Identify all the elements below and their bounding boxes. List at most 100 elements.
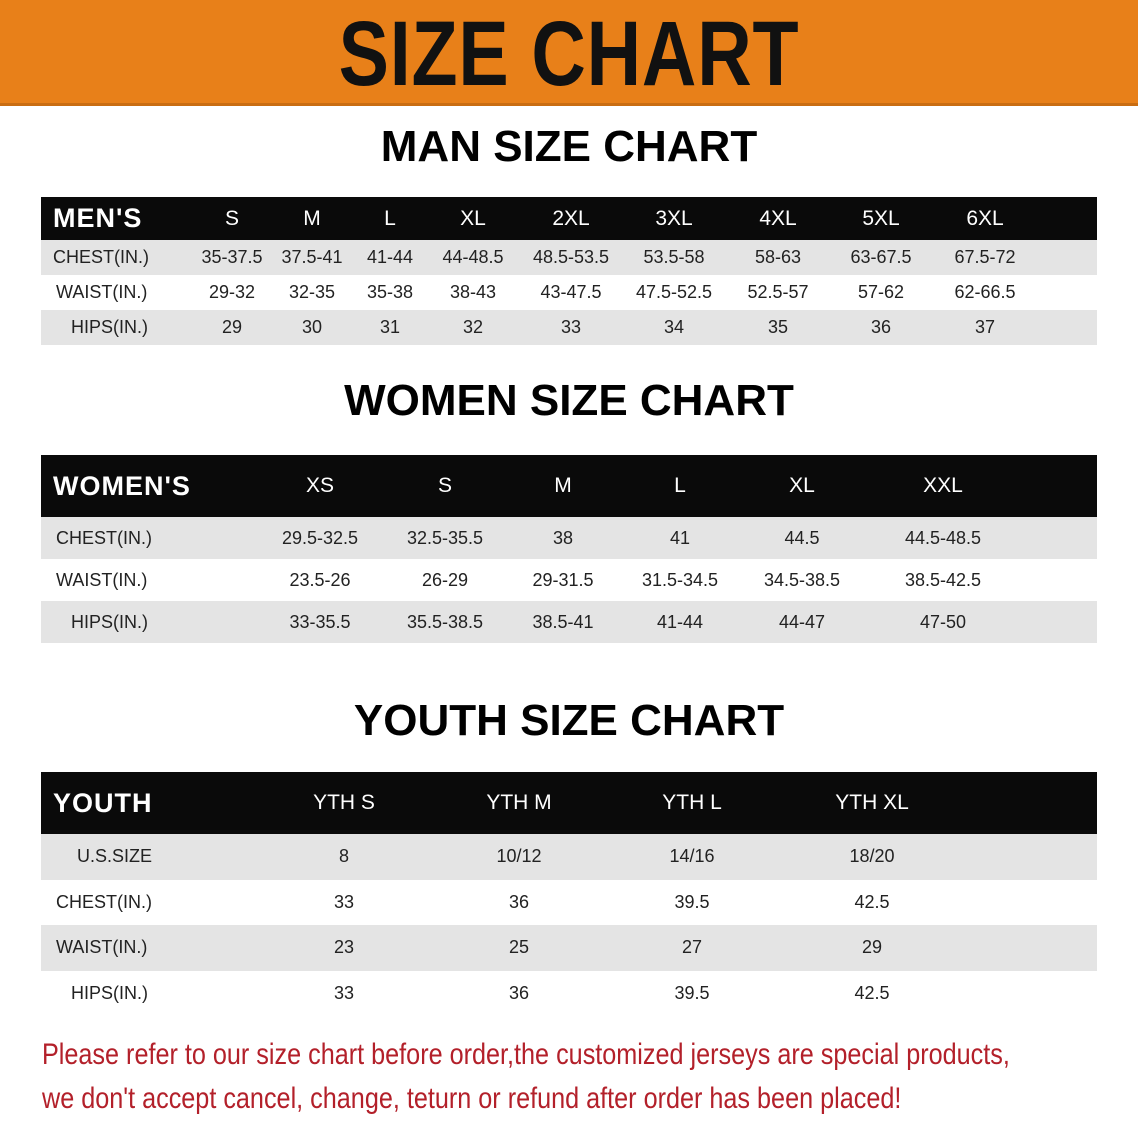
size-header: XXL (923, 474, 963, 497)
table-cell: 25 (508, 937, 530, 958)
size-header: YTH S (313, 791, 375, 814)
table-cell: 31 (379, 317, 401, 337)
table-header-row: MEN'S S M L XL 2XL 3XL 4XL 5XL 6XL (41, 197, 1097, 240)
table-cell: 29.5-32.5 (281, 527, 359, 548)
table-row: HIPS(IN.) 33 36 39.5 42.5 (41, 970, 1097, 1016)
table-cell: 63-67.5 (850, 247, 912, 267)
table-cell: 27 (681, 937, 703, 958)
size-header: 5XL (862, 206, 900, 230)
youth-section-title: YOUTH SIZE CHART (353, 696, 785, 745)
men-size-table: MEN'S S M L XL 2XL 3XL 4XL 5XL 6XL CHEST(IN.) 35-37… (41, 197, 1097, 345)
table-cell: 37 (974, 317, 996, 337)
table-cell: 41-44 (366, 247, 414, 267)
table-cell: 32-35 (288, 282, 336, 302)
table-cell: 32.5-35.5 (406, 527, 484, 548)
table-cell: 32 (462, 317, 484, 337)
table-cell: 47-50 (919, 611, 967, 632)
size-header: 3XL (655, 206, 693, 230)
table-cell: 58-63 (754, 247, 802, 267)
table-cell: 39.5 (674, 891, 710, 912)
table-cell: 38 (552, 527, 574, 548)
table-cell: 48.5-53.5 (532, 247, 610, 267)
table-row: HIPS(IN.) 33-35.5 35.5-38.5 38.5-41 41-44 44-… (41, 601, 1097, 643)
size-header: YTH M (486, 791, 552, 814)
row-label: CHEST(IN.) (53, 247, 149, 267)
table-header-label: WOMEN'S (53, 470, 191, 501)
table-cell: 29-32 (208, 282, 256, 302)
table-cell: 18/20 (849, 846, 895, 867)
row-label: CHEST(IN.) (56, 527, 152, 548)
table-row: CHEST(IN.) 33 36 39.5 42.5 (41, 879, 1097, 925)
table-row: WAIST(IN.) 23 25 27 29 (41, 925, 1097, 971)
table-cell: 44.5 (784, 527, 820, 548)
table-cell: 47.5-52.5 (635, 282, 713, 302)
table-cell: 35 (767, 317, 789, 337)
table-cell: 36 (508, 891, 530, 912)
banner-title: SIZE CHART (338, 3, 800, 105)
size-header: S (224, 206, 240, 230)
table-cell: 26-29 (421, 569, 469, 590)
size-header: 4XL (759, 206, 797, 230)
table-cell: 38-43 (449, 282, 497, 302)
row-label: CHEST(IN.) (56, 891, 152, 912)
table-cell: 33 (333, 891, 355, 912)
table-cell: 33 (560, 317, 582, 337)
table-cell: 44-48.5 (442, 247, 504, 267)
size-header: 6XL (966, 206, 1004, 230)
size-header: M (303, 206, 321, 230)
table-cell: 44-47 (778, 611, 826, 632)
table-cell: 33 (333, 982, 355, 1003)
table-cell: 57-62 (857, 282, 905, 302)
table-cell: 35.5-38.5 (406, 611, 484, 632)
notice-line-1: Please refer to our size chart before or… (42, 1038, 1010, 1071)
table-cell: 10/12 (496, 846, 542, 867)
table-row: HIPS(IN.) 29 30 31 32 33 34 35 36 37 (41, 310, 1097, 345)
table-cell: 34.5-38.5 (763, 569, 841, 590)
table-cell: 53.5-58 (643, 247, 705, 267)
women-section-title: WOMEN SIZE CHART (344, 376, 794, 425)
size-header: S (437, 474, 453, 497)
size-chart-banner: SIZE CHART (0, 0, 1138, 106)
table-cell: 35-37.5 (201, 247, 263, 267)
notice-line-2: we don't accept cancel, change, teturn o… (42, 1082, 902, 1115)
table-cell: 67.5-72 (954, 247, 1016, 267)
table-cell: 42.5 (854, 982, 890, 1003)
table-row: WAIST(IN.) 29-32 32-35 35-38 38-43 43-47.5 47.… (41, 275, 1097, 310)
table-header-label: YOUTH (53, 787, 153, 818)
youth-size-table: YOUTH YTH S YTH M YTH L YTH XL U.S.SIZE 8 10/12… (41, 772, 1097, 1016)
table-cell: 62-66.5 (954, 282, 1016, 302)
table-cell: 29-31.5 (532, 569, 594, 590)
table-cell: 37.5-41 (281, 247, 343, 267)
table-cell: 34 (663, 317, 685, 337)
size-header: XS (305, 474, 335, 497)
table-row: U.S.SIZE 8 10/12 14/16 18/20 (41, 834, 1097, 880)
table-header-row: WOMEN'S XS S M L XL XXL (41, 455, 1097, 517)
row-label: HIPS(IN.) (71, 317, 149, 337)
table-row: CHEST(IN.) 29.5-32.5 32.5-35.5 38 41 44.5 44.5… (41, 517, 1097, 559)
table-cell: 44.5-48.5 (904, 527, 982, 548)
table-cell: 8 (338, 846, 350, 867)
row-label: WAIST(IN.) (56, 937, 148, 958)
table-row: CHEST(IN.) 35-37.5 37.5-41 41-44 44-48.5 48.5… (41, 240, 1097, 275)
men-section-title: MAN SIZE CHART (380, 122, 758, 171)
size-header: L (674, 474, 686, 497)
row-label: HIPS(IN.) (71, 982, 149, 1003)
table-cell: 35-38 (366, 282, 414, 302)
table-cell: 36 (870, 317, 892, 337)
row-label: HIPS(IN.) (71, 611, 149, 632)
table-cell: 43-47.5 (540, 282, 602, 302)
table-cell: 52.5-57 (747, 282, 809, 302)
table-cell: 38.5-41 (532, 611, 594, 632)
row-label: U.S.SIZE (77, 846, 153, 867)
size-header: L (384, 206, 396, 230)
table-cell: 29 (861, 937, 883, 958)
table-cell: 41 (669, 527, 691, 548)
table-cell: 31.5-34.5 (641, 569, 719, 590)
size-header: XL (789, 474, 815, 497)
table-cell: 38.5-42.5 (904, 569, 982, 590)
table-cell: 33-35.5 (289, 611, 351, 632)
women-size-table: WOMEN'S XS S M L XL XXL CHEST(IN.) 29.5-32.5 32.5… (41, 455, 1097, 643)
table-cell: 42.5 (854, 891, 890, 912)
size-header: 2XL (552, 206, 590, 230)
size-header: YTH L (662, 791, 722, 814)
